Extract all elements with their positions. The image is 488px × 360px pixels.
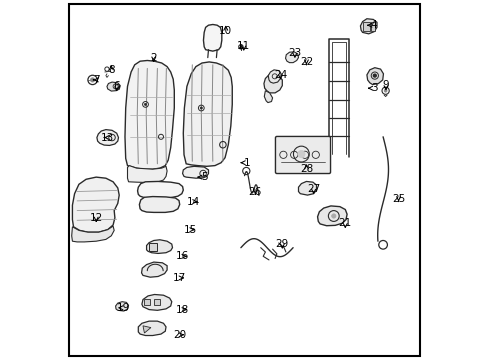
Text: 4: 4 <box>367 20 377 30</box>
Bar <box>363 22 370 31</box>
Circle shape <box>331 214 335 218</box>
Polygon shape <box>127 166 167 183</box>
Text: 7: 7 <box>93 75 99 85</box>
Text: 14: 14 <box>186 197 200 207</box>
Text: 19: 19 <box>116 303 129 313</box>
Polygon shape <box>203 24 222 51</box>
Polygon shape <box>268 70 281 83</box>
Text: 12: 12 <box>89 213 102 223</box>
Polygon shape <box>142 294 171 310</box>
Text: 3: 3 <box>368 83 377 93</box>
Polygon shape <box>115 302 128 311</box>
Bar <box>370 22 374 31</box>
Text: 5: 5 <box>198 172 208 182</box>
Text: 15: 15 <box>183 225 197 235</box>
Polygon shape <box>264 74 282 93</box>
Text: 1: 1 <box>241 158 250 168</box>
Text: 10: 10 <box>219 26 232 36</box>
Polygon shape <box>285 52 298 63</box>
Text: 21: 21 <box>338 218 351 228</box>
Polygon shape <box>182 166 208 178</box>
Polygon shape <box>142 326 151 333</box>
Text: 6: 6 <box>113 81 120 91</box>
Circle shape <box>297 150 305 158</box>
Polygon shape <box>97 130 118 145</box>
Text: 27: 27 <box>306 184 320 194</box>
Text: 23: 23 <box>288 48 301 58</box>
FancyBboxPatch shape <box>275 136 330 174</box>
Bar <box>149 243 157 251</box>
Text: 25: 25 <box>391 194 405 204</box>
Polygon shape <box>138 321 166 336</box>
Polygon shape <box>317 206 346 226</box>
Polygon shape <box>146 240 172 253</box>
Bar <box>143 299 150 305</box>
Polygon shape <box>360 19 376 34</box>
Polygon shape <box>366 68 383 85</box>
Text: 26: 26 <box>248 186 262 197</box>
Circle shape <box>90 78 95 82</box>
Text: 28: 28 <box>299 164 312 174</box>
Polygon shape <box>137 181 183 199</box>
Polygon shape <box>298 181 316 195</box>
Text: 9: 9 <box>382 80 388 90</box>
Circle shape <box>384 89 386 92</box>
Bar <box>153 299 160 305</box>
Text: 24: 24 <box>273 69 286 80</box>
Text: 22: 22 <box>299 57 312 67</box>
Text: 11: 11 <box>237 41 250 51</box>
Polygon shape <box>107 82 120 91</box>
Text: 18: 18 <box>176 305 189 315</box>
Text: 8: 8 <box>108 65 114 75</box>
Text: 20: 20 <box>173 330 186 340</box>
Polygon shape <box>139 197 179 212</box>
Circle shape <box>144 103 146 105</box>
Polygon shape <box>264 91 272 103</box>
Polygon shape <box>72 226 114 242</box>
Text: 17: 17 <box>173 273 186 283</box>
Text: 29: 29 <box>275 239 288 249</box>
Circle shape <box>200 107 202 109</box>
Polygon shape <box>72 177 119 232</box>
Polygon shape <box>141 262 167 277</box>
Text: 13: 13 <box>100 132 113 143</box>
Polygon shape <box>125 60 174 169</box>
Circle shape <box>373 74 375 77</box>
Text: 16: 16 <box>176 251 189 261</box>
Text: 2: 2 <box>150 53 157 63</box>
Polygon shape <box>183 62 232 166</box>
